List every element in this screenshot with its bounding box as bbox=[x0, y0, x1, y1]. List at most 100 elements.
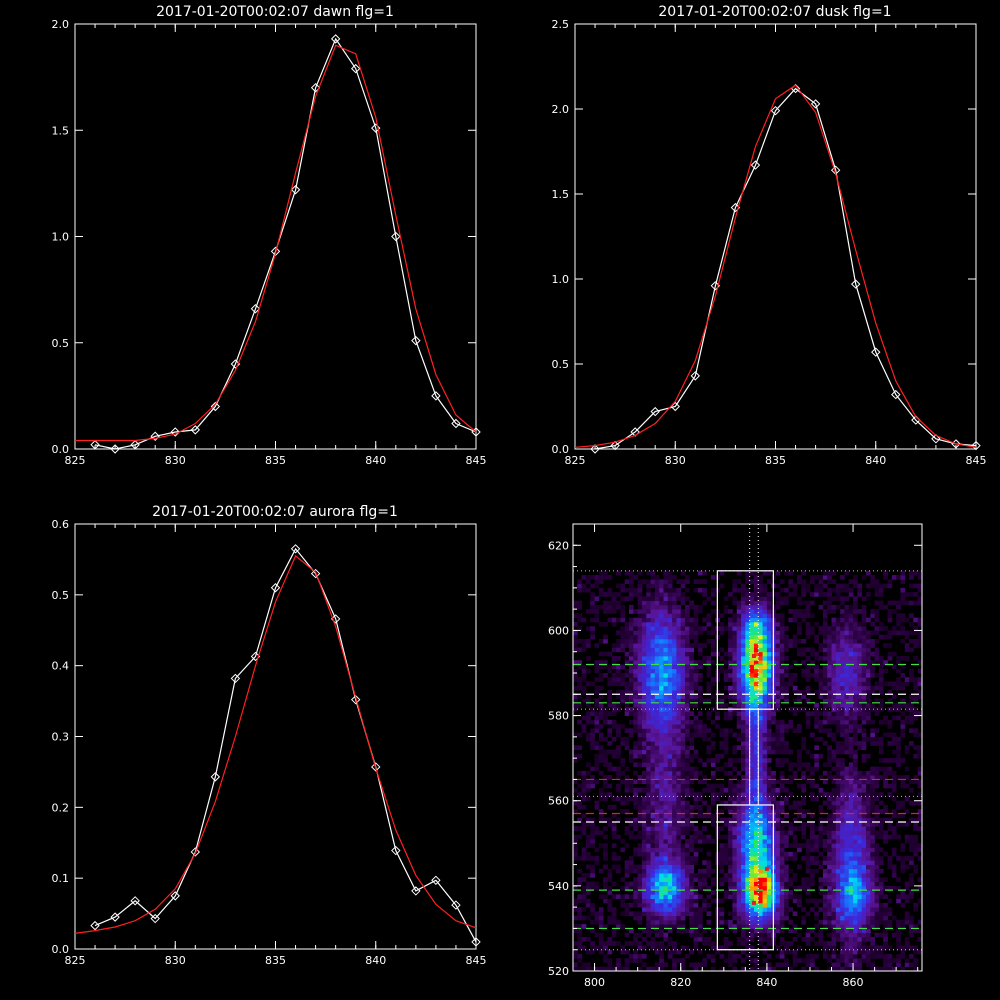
heatmap-pixel bbox=[762, 822, 768, 827]
heatmap-pixel bbox=[641, 715, 647, 721]
heatmap-pixel bbox=[840, 902, 845, 908]
heatmap-pixel bbox=[732, 907, 738, 912]
heatmap-pixel bbox=[697, 643, 703, 648]
heatmap-pixel bbox=[775, 822, 781, 827]
heatmap-pixel bbox=[840, 907, 845, 912]
heatmap-pixel bbox=[857, 647, 863, 653]
heatmap-pixel bbox=[805, 953, 811, 959]
heatmap-pixel bbox=[857, 592, 863, 597]
heatmap-pixel bbox=[646, 660, 651, 665]
heatmap-pixel bbox=[616, 856, 621, 861]
heatmap-pixel bbox=[689, 604, 695, 610]
heatmap-pixel bbox=[788, 638, 794, 644]
heatmap-pixel bbox=[831, 860, 837, 865]
heatmap-pixel bbox=[676, 592, 682, 597]
heatmap-pixel bbox=[736, 936, 742, 942]
heatmap-pixel bbox=[624, 694, 630, 699]
heatmap-pixel bbox=[641, 856, 647, 861]
heatmap-pixel bbox=[784, 890, 789, 895]
heatmap-pixel bbox=[788, 724, 794, 729]
heatmap-pixel bbox=[598, 604, 604, 610]
heatmap-pixel bbox=[831, 779, 837, 785]
heatmap-pixel bbox=[646, 596, 651, 602]
heatmap-pixel bbox=[646, 758, 651, 763]
heatmap-pixel bbox=[659, 668, 664, 674]
heatmap-pixel bbox=[732, 966, 738, 972]
heatmap-pixel bbox=[753, 868, 759, 874]
heatmap-pixel bbox=[641, 928, 647, 934]
heatmap-pixel bbox=[865, 673, 871, 678]
heatmap-pixel bbox=[719, 847, 725, 853]
heatmap-pixel bbox=[835, 617, 841, 623]
heatmap-pixel bbox=[629, 604, 634, 610]
heatmap-pixel bbox=[745, 762, 751, 768]
heatmap-pixel bbox=[646, 711, 651, 716]
heatmap-pixel bbox=[840, 634, 845, 640]
heatmap-pixel bbox=[667, 775, 673, 780]
heatmap-pixel bbox=[676, 902, 682, 908]
heatmap-pixel bbox=[753, 949, 759, 955]
heatmap-pixel bbox=[663, 860, 669, 865]
heatmap-pixel bbox=[629, 822, 634, 827]
heatmap-pixel bbox=[775, 719, 781, 725]
heatmap-pixel bbox=[749, 936, 755, 942]
heatmap-pixel bbox=[865, 694, 871, 699]
heatmap-pixel bbox=[629, 779, 634, 785]
heatmap-pixel bbox=[775, 570, 781, 576]
heatmap-pixel bbox=[745, 839, 751, 844]
heatmap-pixel bbox=[758, 885, 763, 891]
heatmap-pixel bbox=[788, 919, 794, 925]
heatmap-pixel bbox=[766, 873, 772, 878]
heatmap-pixel bbox=[835, 655, 841, 661]
heatmap-pixel bbox=[598, 843, 604, 848]
heatmap-pixel bbox=[732, 630, 738, 636]
heatmap-pixel bbox=[853, 783, 858, 789]
heatmap-pixel bbox=[805, 843, 811, 848]
heatmap-pixel bbox=[728, 949, 733, 955]
heatmap-pixel bbox=[788, 949, 794, 955]
heatmap-pixel bbox=[848, 787, 854, 793]
heatmap-pixel bbox=[598, 770, 604, 776]
heatmap-pixel bbox=[710, 758, 716, 763]
heatmap-pixel bbox=[857, 813, 863, 819]
heatmap-pixel bbox=[590, 919, 595, 925]
heatmap-pixel bbox=[822, 668, 828, 674]
heatmap-pixel bbox=[762, 890, 768, 895]
heatmap-pixel bbox=[878, 885, 884, 891]
heatmap-pixel bbox=[680, 868, 686, 874]
heatmap-pixel bbox=[663, 898, 669, 904]
heatmap-pixel bbox=[650, 596, 656, 602]
heatmap-pixel bbox=[853, 890, 858, 895]
heatmap-pixel bbox=[697, 834, 703, 840]
heatmap-pixel bbox=[629, 634, 634, 640]
heatmap-pixel bbox=[827, 626, 832, 631]
heatmap-pixel bbox=[672, 694, 677, 699]
heatmap-pixel bbox=[620, 698, 626, 704]
heatmap-pixel bbox=[792, 885, 798, 891]
heatmap-pixel bbox=[590, 634, 595, 640]
heatmap-pixel bbox=[797, 707, 802, 712]
heatmap-pixel bbox=[762, 728, 768, 733]
heatmap-pixel bbox=[762, 958, 768, 963]
heatmap-pixel bbox=[822, 911, 828, 917]
heatmap-pixel bbox=[702, 643, 707, 648]
heatmap-pixel bbox=[650, 762, 656, 768]
heatmap-pixel bbox=[650, 851, 656, 857]
heatmap-pixel bbox=[741, 787, 746, 793]
heatmap-pixel bbox=[637, 638, 643, 644]
heatmap-pixel bbox=[762, 592, 768, 597]
heatmap-pixel bbox=[861, 860, 867, 865]
heatmap-pixel bbox=[870, 660, 876, 665]
dusk-y-tick-label: 0.5 bbox=[552, 358, 570, 371]
heatmap-pixel bbox=[749, 711, 755, 716]
heatmap-pixel bbox=[693, 830, 699, 836]
heatmap-pixel bbox=[650, 830, 656, 836]
heatmap-pixel bbox=[827, 941, 832, 946]
heatmap-pixel bbox=[624, 843, 630, 848]
heatmap-pixel bbox=[870, 651, 876, 657]
heatmap-pixel bbox=[641, 902, 647, 908]
heatmap-pixel bbox=[659, 643, 664, 648]
heatmap-pixel bbox=[680, 860, 686, 865]
heatmap-pixel bbox=[870, 907, 876, 912]
heatmap-pixel bbox=[629, 643, 634, 648]
